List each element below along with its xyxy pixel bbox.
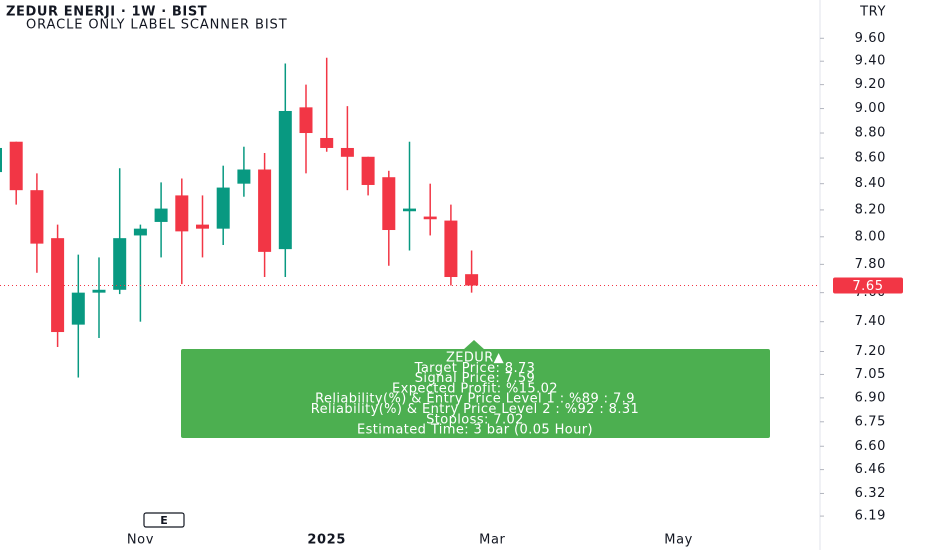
y-tick-label: 8.80 [855,126,886,141]
candle [30,173,44,273]
y-tick-label: 8.40 [855,176,886,191]
y-tick-label: 6.46 [855,462,886,477]
candle [92,257,106,338]
y-tick-label: 9.00 [855,101,886,116]
candle-body [278,110,292,250]
candle-body [423,216,437,220]
candle-body [175,195,189,232]
y-tick-label: 9.20 [855,77,886,92]
candle [299,84,313,174]
candle-body [320,137,334,148]
x-tick-label: May [664,533,693,548]
candle [278,63,292,278]
candle [423,183,437,236]
y-tick-label: 8.60 [855,151,886,166]
annotation-line: Signal Price: 7.59 [415,371,535,386]
candle [154,182,168,258]
x-tick-label: Nov [127,533,154,548]
annotation-line: Reliability(%) & Entry Price Level 2 : %… [311,402,639,417]
y-tick-label: 6.90 [855,390,886,405]
candle [216,165,230,245]
candle [258,153,272,278]
candle [320,57,334,152]
x-tick-label: Mar [479,533,505,548]
candle-body [0,147,2,173]
candle [361,156,375,196]
y-tick-label: 7.40 [855,314,886,329]
annotation-line: Expected Profit: %15.02 [392,381,558,396]
annotation-box [181,349,770,438]
candle-body [113,238,127,290]
candle [133,224,147,322]
candle [465,250,479,293]
y-tick-label: 6.75 [855,414,886,429]
annotation-line: ZEDUR▲ [446,351,504,366]
candle [175,178,189,285]
candle [51,224,65,347]
candle [340,106,354,191]
y-tick-label: 8.20 [855,202,886,217]
annotation-line: Target Price: 8.73 [414,361,536,376]
candle [71,254,85,378]
candle [444,204,458,286]
candle-body [9,141,23,191]
candle-body [258,169,272,252]
annotation-line: Stoploss: 7.02 [426,412,524,427]
candle [382,170,396,266]
annotation-pointer [463,340,485,350]
y-tick-label: 6.32 [855,486,886,501]
candle [237,146,251,197]
y-tick-label: 8.00 [855,229,886,244]
y-tick-label: 6.19 [855,509,886,524]
candle [0,147,2,173]
candle [113,168,127,295]
candle-body [382,177,396,231]
chart-subtitle: ORACLE ONLY LABEL SCANNER BIST [26,18,288,33]
candle-body [340,147,354,157]
y-tick-label: 7.80 [855,257,886,272]
candle-body [444,220,458,278]
chart-title: ZEDUR ENERJI · 1W · BIST [6,5,207,20]
currency-label: TRY [859,5,886,20]
event-marker-box[interactable] [143,512,185,528]
annotation-line: Reliability(%) & Entry Price Level 1 : %… [315,392,635,407]
candle-body [92,289,106,293]
candle-body [361,156,375,185]
last-price-badge [833,277,903,294]
candle-body [30,190,44,244]
candle [9,141,23,205]
x-tick-label: 2025 [307,533,346,548]
candle-body [196,224,209,229]
y-tick-label: 6.60 [855,439,886,454]
candle [403,141,416,251]
y-tick-label: 7.20 [855,344,886,359]
y-tick-label: 7.05 [855,367,886,382]
y-tick-label: 9.60 [855,31,886,46]
candle-body [237,169,251,184]
candle-body [216,187,230,229]
annotation-line: Estimated Time: 3 bar (0.05 Hour) [357,423,593,438]
candle-body [133,228,147,236]
candle-body [154,208,168,222]
candle-body [51,238,65,333]
candle-body [71,292,85,325]
last-price-label: 7.65 [852,279,883,294]
candle-body [465,274,479,286]
candle-body [403,208,416,212]
candle-body [299,107,313,134]
candle [196,195,209,258]
event-marker[interactable]: E [160,514,168,527]
y-tick-label: 9.40 [855,54,886,69]
